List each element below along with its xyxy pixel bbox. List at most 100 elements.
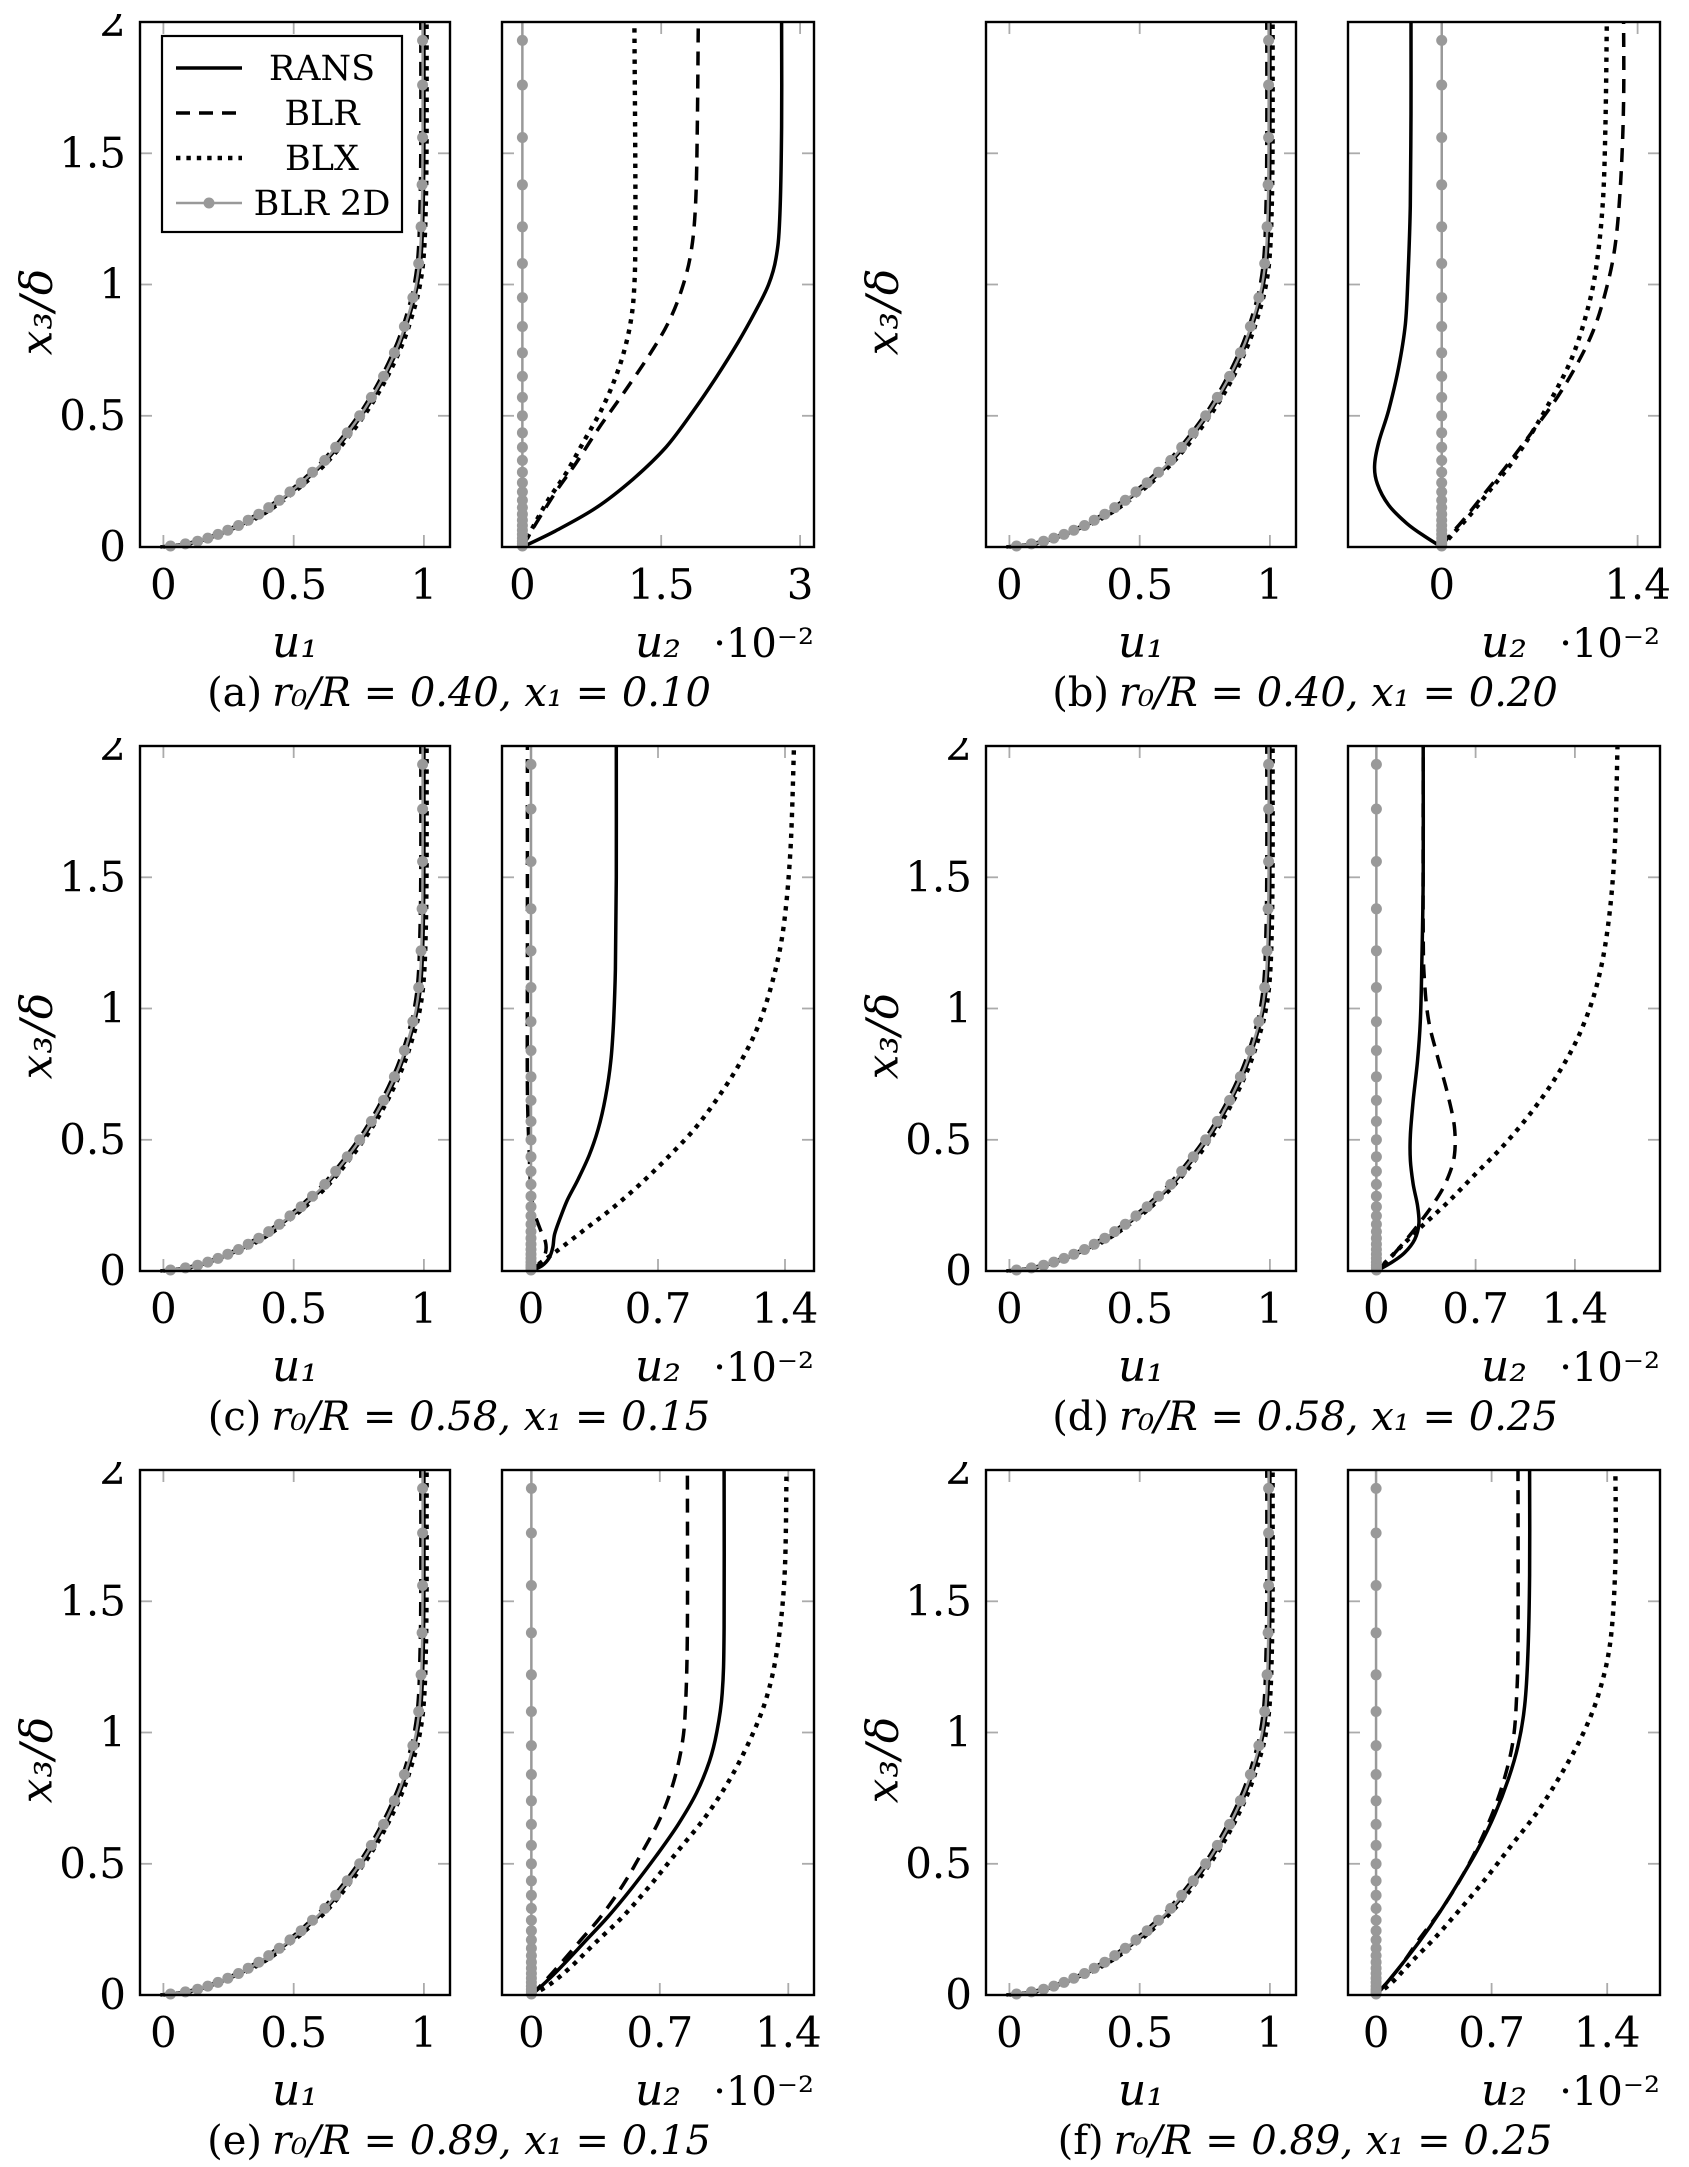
- series-blr: [530, 1469, 690, 1997]
- y-tick-label: 2: [945, 1462, 972, 1494]
- x-tick-label: 1.4: [1574, 2008, 1641, 2057]
- panel-c-u2-plot: 0 0.7 1.4 u₂ ·10⁻²: [460, 738, 826, 1388]
- x-tick-label: 1.4: [755, 2008, 822, 2057]
- y-tick-label: 2: [99, 738, 126, 770]
- series-blr-2d-markers: [516, 34, 528, 552]
- x-tick-label: 0: [509, 560, 536, 609]
- y-tick-label: 0.5: [906, 1115, 972, 1164]
- series-blx: [1440, 21, 1609, 549]
- panel-c-caption: (c) r₀/R = 0.58, x₁ = 0.15: [14, 1394, 834, 1458]
- plot-background: [460, 738, 826, 1388]
- y-tick-label: 1: [945, 1708, 972, 1757]
- x-tick-label: 1: [1257, 2008, 1284, 2057]
- plot-frame: [500, 20, 816, 549]
- panel-f-plots: x₃/δ 0 0.5 1 0 0.5 1 1.5 2 u₁ 0 0.7 1.4 u₂ ·10⁻²: [858, 1462, 1680, 2112]
- x-tick-label: 1: [1257, 560, 1284, 609]
- panel-f-caption: (f) r₀/R = 0.89, x₁ = 0.25: [860, 2118, 1680, 2167]
- x-tick-label: 0: [996, 2008, 1023, 2057]
- x-axis-label-u1: u₁: [1118, 1341, 1164, 1388]
- y-axis-label: x₃/δ: [857, 991, 909, 1079]
- series-blr: [1374, 1469, 1520, 1997]
- x-tick-label: 0: [1363, 2008, 1390, 2057]
- panel-a-u1-plot: RANS BLR BLX BLR 2D 0 0.5 1 0 0.5 1 1.5 2 u₁: [60, 14, 460, 664]
- x-axis-label-u1: u₁: [1118, 617, 1164, 664]
- tick-labels: 0 1.5 3: [509, 560, 813, 609]
- x-tick-label: 0: [150, 2008, 177, 2057]
- panel-a-caption: (a) r₀/R = 0.40, x₁ = 0.10: [14, 670, 834, 734]
- u2-chart: 0 1.4u₂ ·10⁻²: [1306, 14, 1672, 664]
- series-rans: [1375, 745, 1426, 1273]
- y-tick-label: 0: [945, 1970, 972, 2019]
- x-tick-label: 0.5: [1106, 2008, 1173, 2057]
- tick-labels: 0 0.5 1 0 0.5 1 1.5 2: [906, 1462, 1283, 2057]
- y-tick-label: 1.5: [60, 852, 126, 901]
- caption-math: r₀/R = 0.40, x₁ = 0.20: [1119, 670, 1558, 716]
- x-tick-label: 0: [1363, 1284, 1390, 1333]
- y-tick-label: 0: [945, 1246, 972, 1295]
- y-tick-label: 0.5: [60, 1839, 126, 1888]
- u2-chart: 0 0.7 1.4 u₂ ·10⁻²: [1306, 1462, 1672, 2112]
- y-tick-label: 0.5: [60, 1115, 126, 1164]
- panel-f-u2-plot: 0 0.7 1.4 u₂ ·10⁻²: [1306, 1462, 1672, 2112]
- axis-multiplier: ·10⁻²: [1559, 2069, 1660, 2112]
- x-tick-label: 1.4: [1604, 560, 1671, 609]
- y-tick-label: 1: [945, 984, 972, 1033]
- panel-c-plots: x₃/δ 0 0.5 1 0 0.5 1 1.5 2 u₁ 0 0.7 1.4 u₂ ·10⁻²: [12, 738, 834, 1388]
- x-tick-label: 0: [150, 1284, 177, 1333]
- tick-labels: 0 0.7 1.4: [518, 2008, 822, 2057]
- y-axis-label: x₃/δ: [857, 267, 909, 355]
- x-tick-label: 0: [518, 1284, 545, 1333]
- y-tick-label: 0: [99, 522, 126, 571]
- y-tick-label: 0.5: [60, 391, 126, 440]
- x-tick-label: 0.5: [260, 1284, 327, 1333]
- caption-tag: (b): [1052, 670, 1110, 716]
- plot-background: [1306, 14, 1672, 664]
- panel-d-u2-plot: 0 0.7 1.4 u₂ ·10⁻²: [1306, 738, 1672, 1388]
- series-blr-2d-markers: [165, 1482, 429, 2000]
- y-tick-label: 0: [99, 1246, 126, 1295]
- x-tick-label: 1: [1257, 1284, 1284, 1333]
- panel-c-u1-plot: 0 0.5 1 0 0.5 1 1.5 2 u₁: [60, 738, 460, 1388]
- tick-labels: 0 0.7 1.4: [518, 1284, 819, 1333]
- x-axis-label-u2: u₂: [1481, 1341, 1527, 1388]
- series-rans: [1374, 1469, 1532, 1997]
- tick-labels: 0 0.5 1 0 0.5 1 1.5 2: [60, 1462, 437, 2057]
- panel-e-plots: x₃/δ 0 0.5 1 0 0.5 1 1.5 2 u₁ 0 0.7 1.4 u₂ ·10⁻²: [12, 1462, 834, 2112]
- y-tick-label: 1.5: [60, 128, 126, 177]
- x-tick-label: 1: [411, 2008, 438, 2057]
- series-blr-2d-markers: [1370, 1482, 1382, 2000]
- panel-b: x₃/δ 0 0.5 1 u₁ 0 1.4 u₂ ·10⁻² (b) r₀/R = 0.40,…: [857, 14, 1680, 734]
- panel-f-u1-plot: 0 0.5 1 0 0.5 1 1.5 2 u₁: [906, 1462, 1306, 2112]
- x-tick-label: 0: [150, 560, 177, 609]
- x-tick-label: 1.5: [628, 560, 695, 609]
- plot-background: [460, 14, 826, 664]
- series-rans: [1372, 21, 1443, 549]
- legend-label-rans: RANS: [269, 49, 375, 89]
- plot-frame: [1346, 20, 1662, 549]
- plot-frame: [1346, 1468, 1662, 1997]
- plot-background: [60, 738, 460, 1388]
- series-rans: [530, 1469, 726, 1997]
- series-blr-2d-markers: [1370, 758, 1382, 1276]
- plot-frame: [138, 1468, 452, 1997]
- x-axis-label-u2: u₂: [1481, 2065, 1527, 2112]
- x-tick-label: 1: [411, 1284, 438, 1333]
- panel-e-caption: (e) r₀/R = 0.89, x₁ = 0.15: [14, 2118, 834, 2167]
- caption-math: r₀/R = 0.58, x₁ = 0.15: [271, 1394, 711, 1440]
- x-tick-label: 0.5: [260, 560, 327, 609]
- plot-frame: [1346, 744, 1662, 1273]
- u1-chart: 0 0.5 1u₁: [906, 14, 1306, 664]
- axis-multiplier: ·10⁻²: [1559, 621, 1660, 664]
- plot-frame: [138, 744, 452, 1273]
- tick-labels: 0 1.4: [1428, 560, 1671, 609]
- axis-multiplier: ·10⁻²: [713, 1345, 814, 1388]
- axis-multiplier: ·10⁻²: [1559, 1345, 1660, 1388]
- plot-background: [906, 1462, 1306, 2112]
- panel-d-plots: x₃/δ 0 0.5 1 0 0.5 1 1.5 2 u₁ 0 0.7 1.4 u₂ ·10⁻²: [857, 738, 1680, 1388]
- caption-tag: (f): [1057, 2118, 1104, 2164]
- x-tick-label: 0.5: [1106, 1284, 1173, 1333]
- panel-e-u2-plot: 0 0.7 1.4 u₂ ·10⁻²: [460, 1462, 826, 2112]
- caption-tag: (a): [207, 670, 263, 716]
